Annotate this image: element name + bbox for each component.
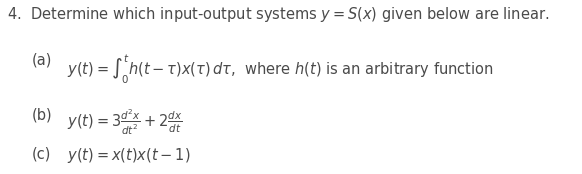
Text: $y(t) = x(t)x(t-1)$: $y(t) = x(t)x(t-1)$ [67, 146, 190, 165]
Text: (a): (a) [32, 52, 52, 67]
Text: $y(t) = 3\frac{d^2x}{dt^2} + 2\frac{dx}{dt}$: $y(t) = 3\frac{d^2x}{dt^2} + 2\frac{dx}{… [67, 108, 182, 137]
Text: 4.  Determine which input-output systems $y = S(x)$ given below are linear.: 4. Determine which input-output systems … [7, 5, 549, 24]
Text: (b): (b) [32, 108, 52, 123]
Text: (c): (c) [32, 146, 51, 161]
Text: $y(t) = \int_0^{t} h(t-\tau)x(\tau)\,d\tau$,  where $h(t)$ is an arbitrary funct: $y(t) = \int_0^{t} h(t-\tau)x(\tau)\,d\t… [67, 52, 494, 86]
